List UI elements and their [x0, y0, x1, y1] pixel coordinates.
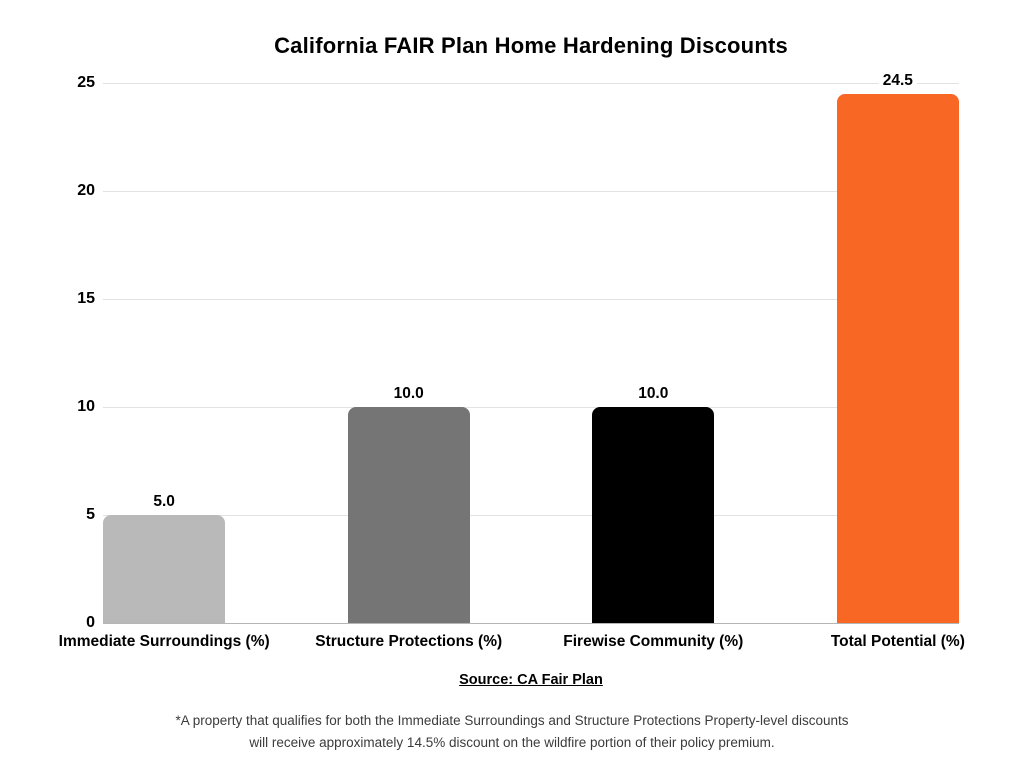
- bar-value-label: 10.0: [389, 385, 428, 403]
- bar-immediate-surroundings: [103, 515, 226, 623]
- gridline: [103, 514, 959, 516]
- bar-value-label: 5.0: [149, 493, 179, 511]
- x-tick-label: Immediate Surroundings (%): [58, 633, 270, 650]
- y-tick-label: 5: [86, 506, 95, 523]
- bar-value-label: 10.0: [634, 385, 673, 403]
- bar-total-potential: [836, 93, 959, 623]
- x-tick-label: Structure Protections (%): [315, 633, 503, 650]
- plot-area: 5.0 10.0 10.0 24.5: [103, 71, 959, 624]
- source-note: Source: CA Fair Plan: [459, 672, 603, 688]
- footnote: *A property that qualifies for both the …: [0, 710, 1024, 754]
- gridline: [103, 190, 959, 192]
- y-axis: 0 5 10 15 20 25: [0, 74, 95, 631]
- gridline: [103, 298, 959, 300]
- bar-firewise-community: [592, 407, 715, 623]
- y-tick-label: 0: [86, 614, 95, 631]
- chart-title: California FAIR Plan Home Hardening Disc…: [274, 33, 788, 58]
- footnote-line-2: will receive approximately 14.5% discoun…: [249, 735, 775, 750]
- gridline: [103, 406, 959, 408]
- y-tick-label: 20: [77, 182, 95, 199]
- bar-value-label: 24.5: [878, 71, 917, 90]
- x-axis: Immediate Surroundings (%) Structure Prot…: [59, 633, 965, 657]
- footnote-line-1: *A property that qualifies for both the …: [175, 713, 849, 728]
- bar-structure-protections: [347, 407, 470, 623]
- x-tick-label: Total Potential (%): [830, 633, 965, 650]
- y-tick-label: 10: [77, 398, 95, 415]
- x-tick-label: Firewise Community (%): [563, 633, 744, 650]
- gridline: [103, 82, 959, 84]
- y-tick-label: 15: [77, 290, 95, 307]
- baseline-gridline: [103, 622, 959, 624]
- y-tick-label: 25: [77, 74, 95, 91]
